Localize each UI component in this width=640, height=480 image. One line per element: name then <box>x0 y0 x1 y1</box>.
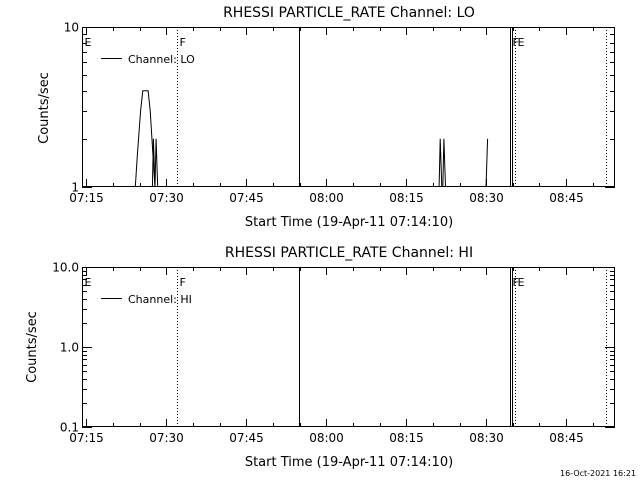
lo-y-tick-label: 1 <box>71 181 79 195</box>
hi-channel-panel: RHESSI PARTICLE_RATE Channel: HI Start T… <box>25 245 615 470</box>
lo-y-tick-label: 10 <box>64 21 79 35</box>
hi-x-tick-label: 08:00 <box>309 431 344 445</box>
hi-x-tick-label: 08:15 <box>389 431 424 445</box>
lo-plot-frame <box>82 27 615 187</box>
hi-marker-label-5: E <box>518 276 525 289</box>
lo-x-tick-label: 08:00 <box>309 191 344 205</box>
hi-marker-label-0: E <box>85 276 92 289</box>
lo-rate-trace-segment-5 <box>485 138 489 188</box>
hi-x-tick-label: 07:30 <box>149 431 184 445</box>
hi-x-tick-label: 08:45 <box>549 431 584 445</box>
lo-x-tick-label: 07:15 <box>69 191 104 205</box>
hi-x-tick-label: 07:15 <box>69 431 104 445</box>
lo-y-axis-label: Counts/sec <box>37 72 52 144</box>
hi-y-tick-label: 10.0 <box>52 261 79 275</box>
lo-x-tick-label: 07:45 <box>229 191 264 205</box>
lo-x-tick-label: 08:30 <box>469 191 504 205</box>
lo-rate-trace-segment-4 <box>442 138 446 188</box>
lo-legend-label: Channel: LO <box>128 53 195 66</box>
hi-plot-frame <box>82 267 615 427</box>
hi-y-axis-label: Counts/sec <box>25 311 40 383</box>
hi-y-tick-label: 0.1 <box>60 421 79 435</box>
hi-chart-title: RHESSI PARTICLE_RATE Channel: HI <box>225 245 473 261</box>
hi-x-axis-label: Start Time (19-Apr-11 07:14:10) <box>245 455 453 470</box>
footer-timestamp: 16-Oct-2021 16:21 <box>560 469 636 478</box>
lo-channel-panel: RHESSI PARTICLE_RATE Channel: LO Start T… <box>37 5 615 230</box>
lo-rate-trace-segment-2 <box>154 138 159 188</box>
hi-y-tick-label: 1.0 <box>60 341 79 355</box>
lo-marker-label-1: F <box>180 36 186 49</box>
lo-x-tick-label: 08:45 <box>549 191 584 205</box>
lo-x-axis-label: Start Time (19-Apr-11 07:14:10) <box>245 215 453 230</box>
hi-x-tick-label: 07:45 <box>229 431 264 445</box>
lo-marker-label-0: E <box>85 36 92 49</box>
lo-x-tick-label: 07:30 <box>149 191 184 205</box>
lo-rate-trace-segment-1 <box>151 138 156 188</box>
hi-x-tick-label: 08:30 <box>469 431 504 445</box>
lo-x-tick-label: 08:15 <box>389 191 424 205</box>
lo-chart-title: RHESSI PARTICLE_RATE Channel: LO <box>223 5 475 21</box>
lo-rate-trace-segment-3 <box>438 138 443 188</box>
lo-marker-label-5: E <box>518 36 525 49</box>
hi-legend-label: Channel: HI <box>128 293 192 306</box>
hi-marker-label-1: F <box>180 276 186 289</box>
lo-rate-trace-segment-0 <box>134 90 156 188</box>
